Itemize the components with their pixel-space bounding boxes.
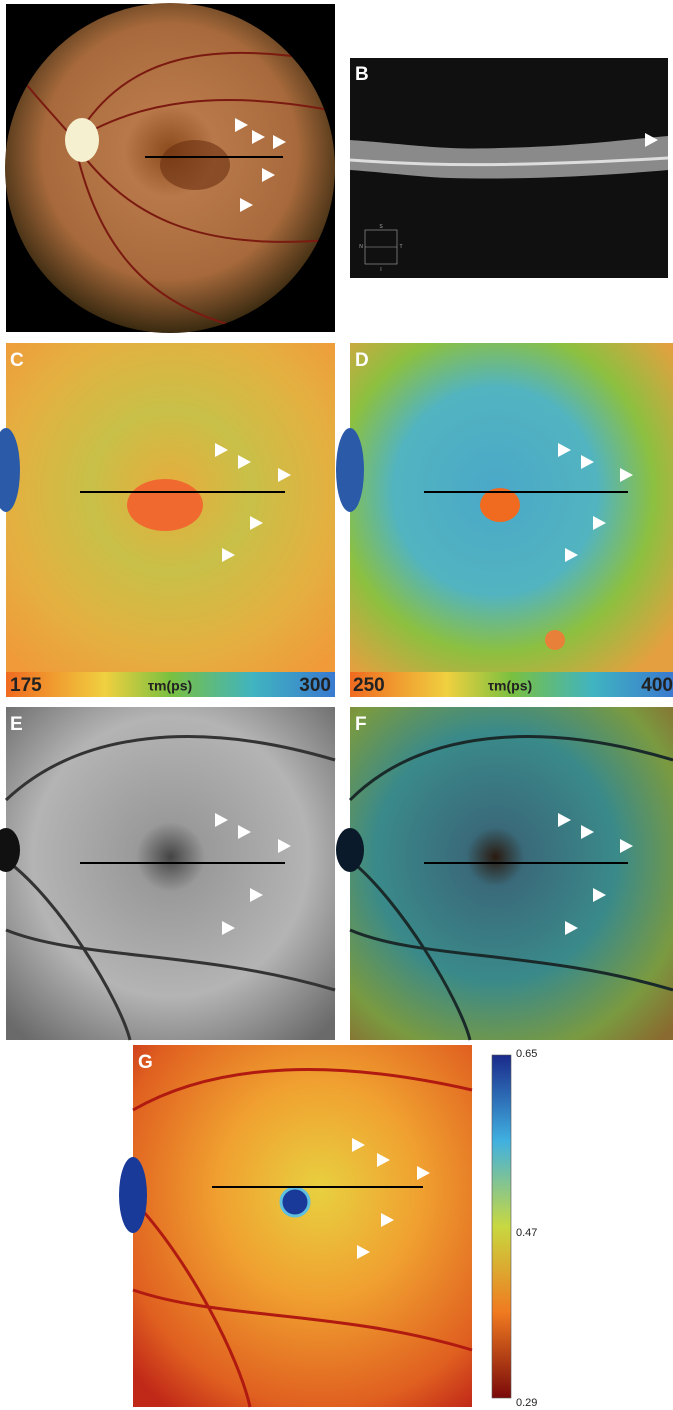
panel-label: G xyxy=(138,1052,153,1073)
panel-a xyxy=(5,3,335,333)
panel-label: F xyxy=(355,714,367,735)
panel-b: S N T I B xyxy=(350,58,668,278)
compass-label: I xyxy=(380,267,381,273)
panel-g: G 0.65 0.47 0.29 xyxy=(119,1045,537,1409)
scale-min: 175 xyxy=(10,675,42,696)
panel-label: D xyxy=(355,350,369,371)
colorbar-tick: 0.29 xyxy=(516,1397,537,1409)
scale-unit: τm(ps) xyxy=(488,678,532,694)
scale-unit: τm(ps) xyxy=(148,678,192,694)
panel-f: F xyxy=(336,707,673,1040)
scale-max: 300 xyxy=(299,675,331,696)
colorbar xyxy=(492,1055,511,1398)
scale-min: 250 xyxy=(353,675,385,696)
panel-label: C xyxy=(10,350,24,371)
panel-label: E xyxy=(10,714,23,735)
panel-c: 175 τm(ps) 300 C xyxy=(0,343,335,697)
panel-label: B xyxy=(355,64,369,85)
panel-e: E xyxy=(0,707,335,1040)
compass-label: T xyxy=(399,244,402,250)
scale-max: 400 xyxy=(641,675,673,696)
colorbar-tick: 0.47 xyxy=(516,1227,537,1239)
panel-d: 250 τm(ps) 400 D xyxy=(336,343,673,697)
compass-label: N xyxy=(359,244,363,250)
figure: S N T I B 175 τm(ps) 300 C 250 τm(ps) 40… xyxy=(0,0,673,1410)
colorbar-tick: 0.65 xyxy=(516,1048,537,1060)
